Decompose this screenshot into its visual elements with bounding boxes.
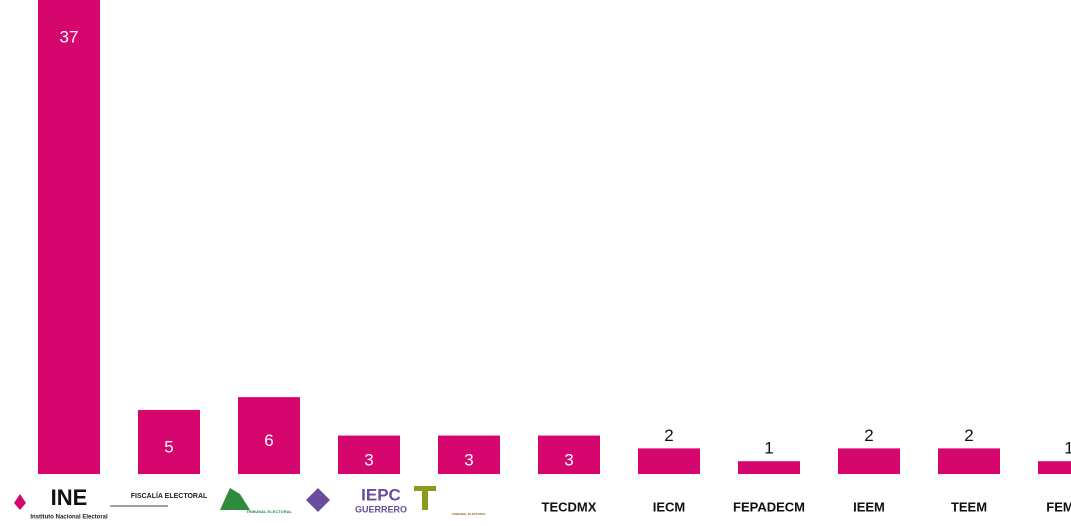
iepc-logo-mark: [306, 488, 330, 512]
bar: [938, 448, 1000, 474]
value-label: 2: [664, 426, 673, 445]
category-label: IECM: [653, 499, 686, 514]
logo-caption: GUERRERO: [355, 504, 407, 514]
tribunal-logo-mark: [220, 488, 250, 510]
bar: [738, 461, 800, 474]
bar: [838, 448, 900, 474]
category-label: TECDMX: [542, 499, 597, 514]
ine-logo-mark: [14, 494, 26, 510]
bar: [338, 435, 400, 474]
bar: [38, 0, 100, 474]
value-label: 1: [1064, 439, 1071, 458]
tribunal-t-mark: [414, 486, 436, 510]
category-logo-text: TRIBUNAL ELECTORAL: [452, 512, 487, 516]
bar: [638, 448, 700, 474]
category-logo-text: FISCALÍA ELECTORAL: [131, 491, 208, 500]
category-label: FEPADECM: [733, 499, 805, 514]
value-label: 3: [364, 450, 373, 469]
category-label: FEMDE: [1046, 499, 1071, 514]
bar: [238, 397, 300, 474]
value-label: 37: [60, 27, 79, 46]
value-label: 5: [164, 437, 173, 456]
bar: [1038, 461, 1071, 474]
value-label: 3: [564, 450, 573, 469]
value-label: 3: [464, 450, 473, 469]
value-label: 2: [864, 426, 873, 445]
category-logo-text: IEPC: [361, 485, 401, 504]
bar: [538, 435, 600, 474]
bar: [138, 409, 200, 474]
category-logo-text: TRIBUNAL ELECTORAL: [246, 509, 292, 514]
value-label: 2: [964, 426, 973, 445]
category-label: IEEM: [853, 499, 885, 514]
bar: [438, 435, 500, 474]
logo-caption: Instituto Nacional Electoral: [30, 515, 108, 521]
category-label: TEEM: [951, 499, 987, 514]
category-logo-text: INE: [51, 485, 88, 510]
value-label: 1: [764, 439, 773, 458]
value-label: 6: [264, 431, 273, 450]
